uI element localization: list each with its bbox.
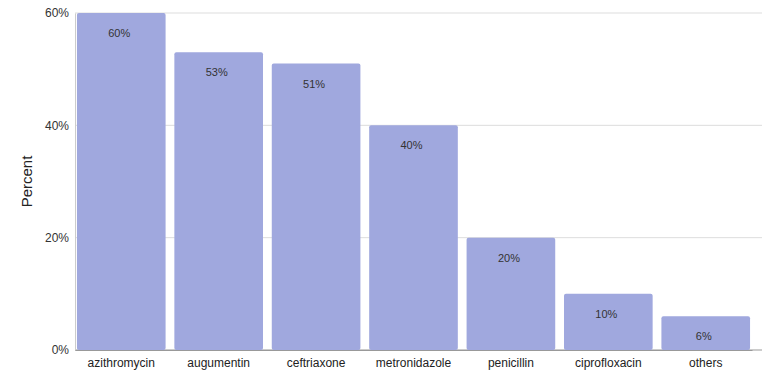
x-tick: others (689, 350, 722, 370)
y-tick-label: 60% (45, 6, 69, 20)
x-tick-label: ceftriaxone (287, 356, 346, 370)
x-tick-label: augumentin (187, 356, 250, 370)
bar (174, 52, 263, 350)
data-label: 51% (303, 78, 325, 90)
x-tick: penicillin (488, 350, 534, 370)
bar (77, 13, 166, 350)
y-tick-label: 20% (45, 231, 69, 245)
bars (77, 13, 750, 350)
bar (661, 316, 750, 350)
x-axis: azithromycin augumentin ceftriaxone metroni… (76, 350, 753, 370)
grid (75, 13, 762, 350)
y-tick-label: 0% (52, 343, 70, 357)
y-tick: 60% (45, 6, 75, 20)
data-label: 60% (108, 27, 130, 39)
data-label: 10% (595, 308, 617, 320)
chart: 60% 53% 51% 40% 20% 10% 6% 0% 20% 40% 60% azithromy… (0, 0, 762, 383)
x-tick: ceftriaxone (287, 350, 346, 370)
bar (467, 238, 556, 350)
data-label: 40% (400, 139, 422, 151)
y-tick-label: 40% (45, 119, 69, 133)
data-label: 6% (696, 330, 712, 342)
x-tick-label: azithromycin (88, 356, 155, 370)
x-tick: augumentin (187, 350, 250, 370)
y-tick: 20% (45, 231, 75, 245)
y-axis-title: Percent (18, 155, 35, 208)
x-tick-label: others (689, 356, 722, 370)
x-tick: ciprofloxacin (575, 350, 642, 370)
data-label: 20% (498, 252, 520, 264)
x-tick-label: metronidazole (376, 356, 452, 370)
data-labels: 60% 53% 51% 40% 20% 10% 6% (108, 27, 712, 342)
grid-line (75, 13, 762, 14)
x-axis-line (76, 350, 753, 351)
x-tick-label: ciprofloxacin (575, 356, 642, 370)
x-tick: azithromycin (88, 350, 155, 370)
y-tick: 0% (52, 343, 75, 357)
bar (564, 294, 653, 350)
bar (272, 64, 361, 350)
x-tick-label: penicillin (488, 356, 534, 370)
y-tick: 40% (45, 119, 75, 133)
data-label: 53% (206, 66, 228, 78)
y-axis-line (75, 14, 76, 351)
y-axis: 0% 20% 40% 60% (45, 6, 76, 357)
x-tick: metronidazole (376, 350, 452, 370)
bar (369, 125, 458, 350)
